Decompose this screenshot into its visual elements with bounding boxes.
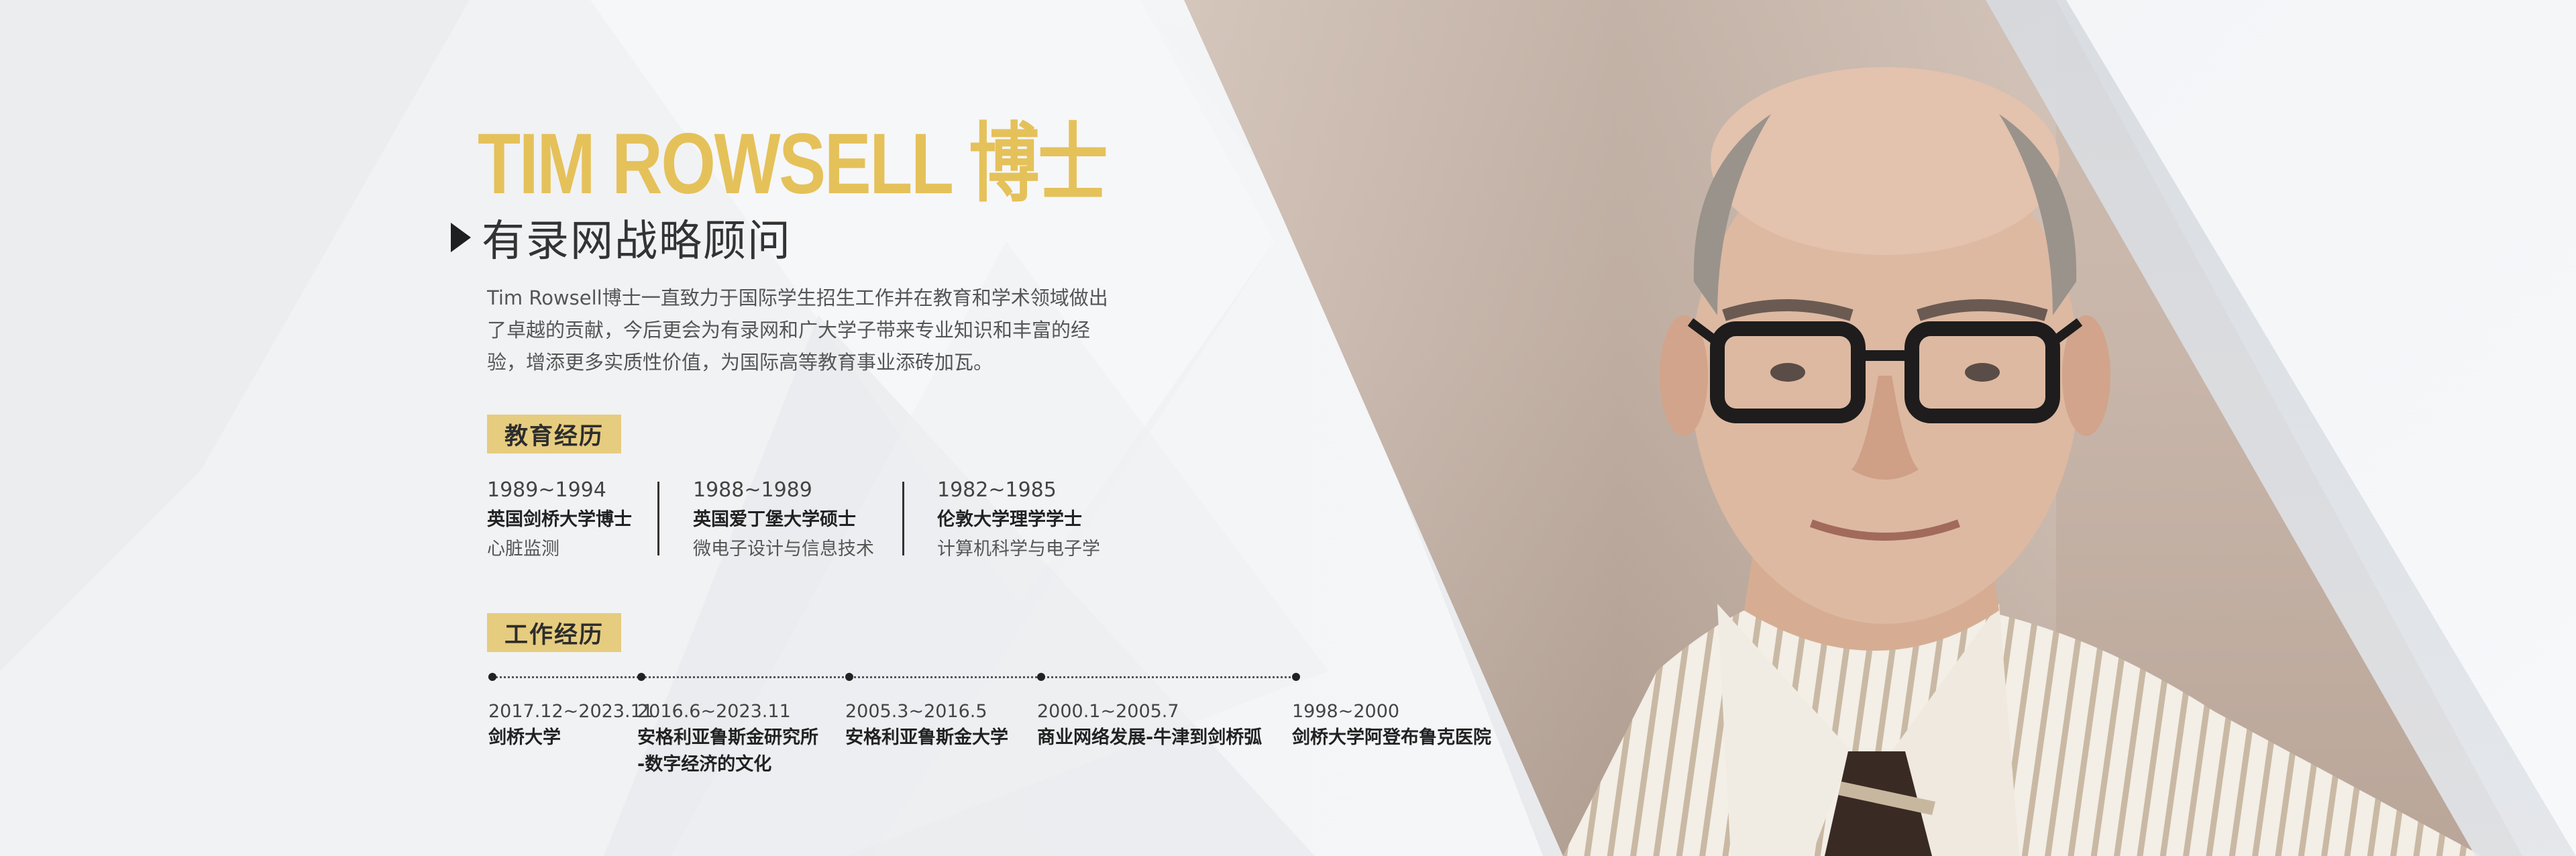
education-item: 1982~1985 伦敦大学理学学士 计算机科学与电子学 bbox=[937, 476, 1100, 564]
work-years: 2017.12~2023.11 bbox=[488, 701, 653, 722]
work-item: 1998~2000 剑桥大学阿登布鲁克医院 bbox=[1292, 699, 1491, 751]
work-item: 2000.1~2005.7 商业网络发展-牛津到剑桥弧 bbox=[1037, 699, 1262, 751]
education-item: 1989~1994 英国剑桥大学博士 心脏监测 bbox=[487, 476, 632, 564]
education-years: 1989~1994 bbox=[487, 478, 606, 502]
education-degree: 英国爱丁堡大学硕士 bbox=[693, 509, 856, 530]
role-title: 有录网战略顾问 bbox=[482, 217, 792, 266]
work-item: 2017.12~2023.11 剑桥大学 bbox=[488, 699, 653, 751]
education-divider bbox=[902, 482, 904, 555]
work-organization: 剑桥大学 bbox=[488, 727, 561, 748]
work-section-label: 工作经历 bbox=[487, 613, 622, 652]
work-years: 2000.1~2005.7 bbox=[1037, 701, 1179, 722]
intro-paragraph: Tim Rowsell博士一直致力于国际学生招生工作并在教育和学术领域做出了卓越… bbox=[487, 286, 1108, 374]
timeline-dot bbox=[1037, 673, 1045, 681]
role-row: 有录网战略顾问 bbox=[451, 207, 792, 268]
education-major: 微电子设计与信息技术 bbox=[693, 539, 874, 559]
play-triangle-icon bbox=[451, 223, 471, 252]
education-years: 1988~1989 bbox=[693, 478, 812, 502]
work-years: 2005.3~2016.5 bbox=[845, 701, 987, 722]
education-major: 心脏监测 bbox=[487, 539, 559, 559]
education-degree: 伦敦大学理学学士 bbox=[937, 509, 1082, 530]
work-organization: 商业网络发展-牛津到剑桥弧 bbox=[1037, 727, 1263, 748]
work-years: 2016.6~2023.11 bbox=[637, 701, 791, 722]
work-organization-line2: -数字经济的文化 bbox=[637, 754, 772, 775]
work-item: 2005.3~2016.5 安格利亚鲁斯金大学 bbox=[845, 699, 1008, 751]
timeline-dot bbox=[845, 673, 853, 681]
education-major: 计算机科学与电子学 bbox=[937, 539, 1100, 559]
timeline-dot bbox=[488, 673, 496, 681]
work-organization: 安格利亚鲁斯金大学 bbox=[845, 727, 1008, 748]
education-section-label: 教育经历 bbox=[487, 415, 622, 453]
timeline-dot bbox=[637, 673, 645, 681]
profile-name-title: TIM ROWSELL 博士 bbox=[478, 116, 1108, 212]
education-years: 1982~1985 bbox=[937, 478, 1057, 502]
education-divider bbox=[657, 482, 659, 555]
work-years: 1998~2000 bbox=[1292, 701, 1400, 722]
timeline-dot bbox=[1292, 673, 1300, 681]
work-organization: 安格利亚鲁斯金研究所 bbox=[637, 727, 818, 748]
education-item: 1988~1989 英国爱丁堡大学硕士 微电子设计与信息技术 bbox=[693, 476, 874, 564]
education-degree: 英国剑桥大学博士 bbox=[487, 509, 632, 530]
work-timeline bbox=[488, 676, 1299, 681]
work-organization: 剑桥大学阿登布鲁克医院 bbox=[1292, 727, 1491, 748]
work-item: 2016.6~2023.11 安格利亚鲁斯金研究所 -数字经济的文化 bbox=[637, 699, 818, 778]
